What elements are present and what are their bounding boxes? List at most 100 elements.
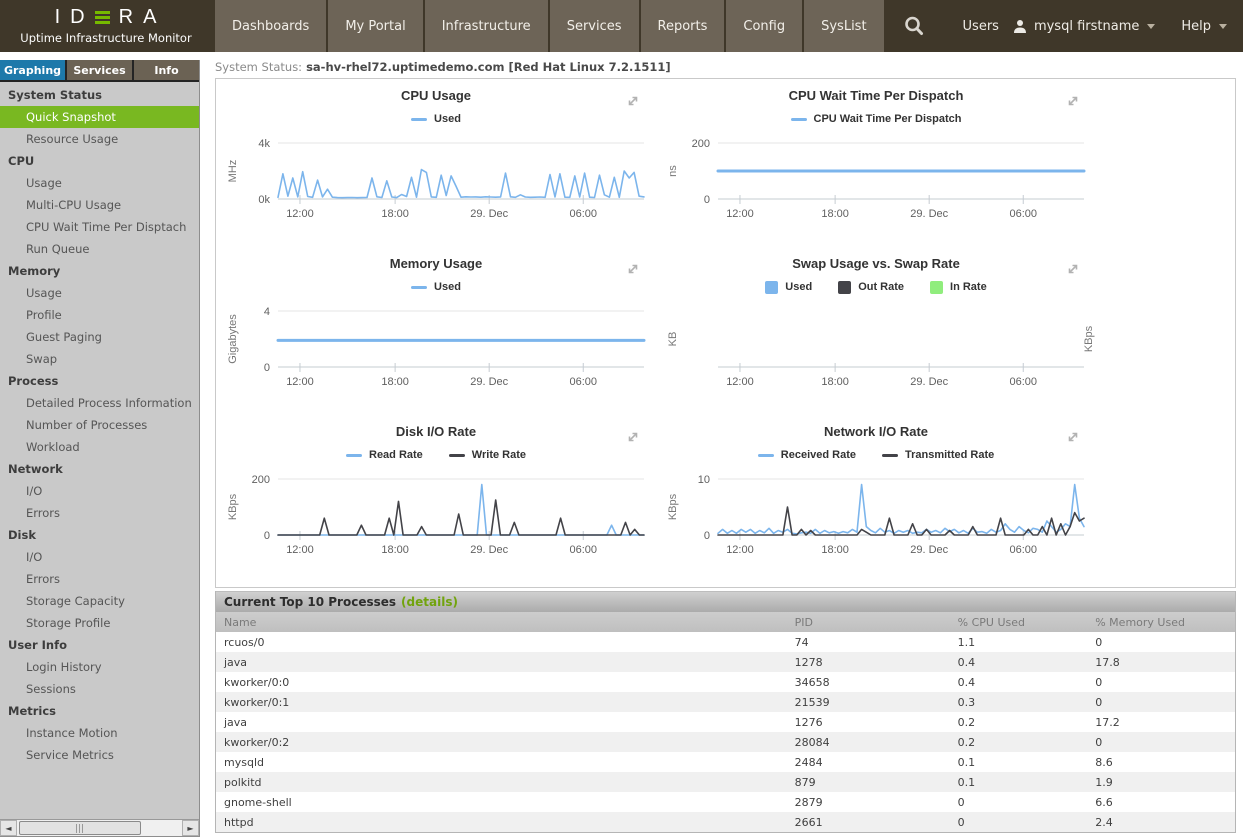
sidebar-item-run-queue[interactable]: Run Queue bbox=[26, 242, 90, 256]
chart-title: Swap Usage vs. Swap Rate bbox=[792, 256, 960, 271]
scrollbar-left-arrow[interactable]: ◄ bbox=[0, 820, 17, 836]
sidebar-item-profile[interactable]: Profile bbox=[26, 308, 62, 322]
svg-text:06:00: 06:00 bbox=[1009, 376, 1037, 388]
tab-services[interactable]: Services bbox=[67, 60, 132, 80]
sidebar-section-network: Network bbox=[8, 462, 63, 476]
expand-chart-icon[interactable] bbox=[1066, 262, 1080, 276]
table-cell: 0 bbox=[1087, 732, 1235, 752]
svg-text:Gigabytes: Gigabytes bbox=[227, 314, 239, 364]
legend-label: Write Rate bbox=[471, 449, 526, 461]
sidebar-item-instance-motion[interactable]: Instance Motion bbox=[26, 726, 118, 740]
sidebar-item-storage-capacity[interactable]: Storage Capacity bbox=[26, 594, 125, 608]
svg-text:10: 10 bbox=[698, 474, 710, 486]
sidebar-item-detailed-process-information[interactable]: Detailed Process Information bbox=[26, 396, 192, 410]
table-cell: 0 bbox=[1087, 692, 1235, 712]
svg-text:12:00: 12:00 bbox=[286, 376, 314, 388]
system-status-label: System Status: bbox=[215, 60, 303, 74]
tab-graphing[interactable]: Graphing bbox=[0, 60, 65, 80]
svg-text:06:00: 06:00 bbox=[1009, 544, 1037, 556]
table-cell: 34658 bbox=[786, 672, 950, 692]
expand-chart-icon[interactable] bbox=[626, 430, 640, 444]
nav-item-config[interactable]: Config bbox=[726, 0, 803, 52]
table-cell: 0.1 bbox=[949, 752, 1088, 772]
sidebar-item-errors[interactable]: Errors bbox=[26, 572, 61, 586]
column-header--memory-used: % Memory Used bbox=[1087, 612, 1235, 632]
svg-text:12:00: 12:00 bbox=[726, 208, 754, 220]
svg-text:KB: KB bbox=[667, 332, 679, 347]
sidebar-item-usage[interactable]: Usage bbox=[26, 176, 62, 190]
chart-plot: 12:00 18:00 29. Dec 06:00 4 0 Gigabytes bbox=[227, 306, 646, 388]
table-row: mysqld 2484 0.1 8.6 bbox=[216, 752, 1235, 772]
help-menu[interactable]: Help bbox=[1181, 18, 1211, 34]
sidebar-item-errors[interactable]: Errors bbox=[26, 506, 61, 520]
users-link[interactable]: Users bbox=[962, 18, 999, 34]
sidebar-item-login-history[interactable]: Login History bbox=[26, 660, 102, 674]
svg-text:KBps: KBps bbox=[227, 493, 239, 520]
sidebar-item-quick-snapshot[interactable]: Quick Snapshot bbox=[0, 106, 199, 128]
legend-item-in-rate[interactable]: In Rate bbox=[930, 280, 987, 294]
sidebar-horizontal-scrollbar[interactable]: ◄ ► bbox=[0, 819, 199, 836]
table-cell: 879 bbox=[786, 772, 950, 792]
username-caret-icon[interactable] bbox=[1147, 23, 1156, 29]
svg-text:200: 200 bbox=[692, 138, 710, 150]
legend-item-received-rate[interactable]: Received Rate bbox=[757, 449, 856, 461]
table-cell: kworker/0:1 bbox=[216, 692, 787, 712]
sidebar-item-i-o[interactable]: I/O bbox=[26, 484, 43, 498]
legend-label: Used bbox=[434, 113, 461, 125]
expand-chart-icon[interactable] bbox=[626, 262, 640, 276]
sidebar-item-resource-usage[interactable]: Resource Usage bbox=[26, 132, 119, 146]
details-link[interactable]: (details) bbox=[401, 595, 458, 609]
svg-text:29. Dec: 29. Dec bbox=[910, 208, 948, 220]
nav-item-reports[interactable]: Reports bbox=[640, 0, 725, 52]
sidebar-item-sessions[interactable]: Sessions bbox=[26, 682, 76, 696]
legend-item-cpu-wait-time-per-dispatch[interactable]: CPU Wait Time Per Dispatch bbox=[790, 113, 961, 125]
sidebar-item-i-o[interactable]: I/O bbox=[26, 550, 43, 564]
search-icon[interactable] bbox=[903, 15, 925, 37]
sidebar-item-guest-paging[interactable]: Guest Paging bbox=[26, 330, 102, 344]
sidebar-item-number-of-processes[interactable]: Number of Processes bbox=[26, 418, 148, 432]
expand-chart-icon[interactable] bbox=[626, 94, 640, 108]
nav-item-syslist[interactable]: SysList bbox=[804, 0, 884, 52]
sidebar-item-workload[interactable]: Workload bbox=[26, 440, 80, 454]
sidebar-item-swap[interactable]: Swap bbox=[26, 352, 58, 366]
scrollbar-right-arrow[interactable]: ► bbox=[182, 820, 199, 836]
sidebar-item-usage[interactable]: Usage bbox=[26, 286, 62, 300]
legend-item-write-rate[interactable]: Write Rate bbox=[448, 449, 526, 461]
legend-item-used[interactable]: Used bbox=[411, 113, 461, 125]
legend-marker-icon bbox=[838, 280, 852, 294]
nav-item-dashboards[interactable]: Dashboards bbox=[215, 0, 327, 52]
legend-item-read-rate[interactable]: Read Rate bbox=[346, 449, 423, 461]
expand-chart-icon[interactable] bbox=[1066, 430, 1080, 444]
table-cell: rcuos/0 bbox=[216, 632, 787, 652]
brand-letter: I bbox=[54, 6, 62, 28]
legend-item-transmitted-rate[interactable]: Transmitted Rate bbox=[881, 449, 995, 461]
legend-label: Transmitted Rate bbox=[904, 449, 995, 461]
svg-text:18:00: 18:00 bbox=[821, 208, 849, 220]
username-menu[interactable]: mysql firstname bbox=[1033, 18, 1140, 34]
chart-cpu-wait-time-per-dispatch: CPU Wait Time Per Dispatch CPU Wait Time … bbox=[656, 84, 1096, 252]
svg-text:06:00: 06:00 bbox=[569, 208, 597, 220]
nav-item-my-portal[interactable]: My Portal bbox=[328, 0, 423, 52]
sidebar-item-service-metrics[interactable]: Service Metrics bbox=[26, 748, 114, 762]
expand-chart-icon[interactable] bbox=[1066, 94, 1080, 108]
scrollbar-thumb[interactable] bbox=[19, 821, 141, 835]
sidebar-item-multi-cpu-usage[interactable]: Multi-CPU Usage bbox=[26, 198, 122, 212]
table-cell: gnome-shell bbox=[216, 792, 787, 812]
sidebar-item-storage-profile[interactable]: Storage Profile bbox=[26, 616, 111, 630]
help-caret-icon[interactable] bbox=[1219, 23, 1227, 29]
chart-disk-i-o-rate: Disk I/O Rate Read Rate Write Rate 12:00 18:… bbox=[216, 420, 656, 588]
legend-item-used[interactable]: Used bbox=[765, 280, 812, 294]
chart-title: Disk I/O Rate bbox=[395, 424, 477, 439]
sidebar-item-cpu-wait-time-per-disptach[interactable]: CPU Wait Time Per Disptach bbox=[26, 220, 187, 234]
nav-item-infrastructure[interactable]: Infrastructure bbox=[424, 0, 548, 52]
svg-text:0: 0 bbox=[704, 194, 710, 206]
brand-letter: A bbox=[143, 6, 158, 28]
svg-text:12:00: 12:00 bbox=[726, 376, 754, 388]
legend-item-out-rate[interactable]: Out Rate bbox=[838, 280, 904, 294]
sidebar: Graphing Services Info System Status Quick … bbox=[0, 60, 200, 837]
tab-info[interactable]: Info bbox=[134, 60, 199, 80]
legend-item-used[interactable]: Used bbox=[411, 281, 461, 293]
sidebar-nav-list: System Status Quick Snapshot Resource Usag… bbox=[0, 82, 199, 819]
nav-item-services[interactable]: Services bbox=[549, 0, 639, 52]
